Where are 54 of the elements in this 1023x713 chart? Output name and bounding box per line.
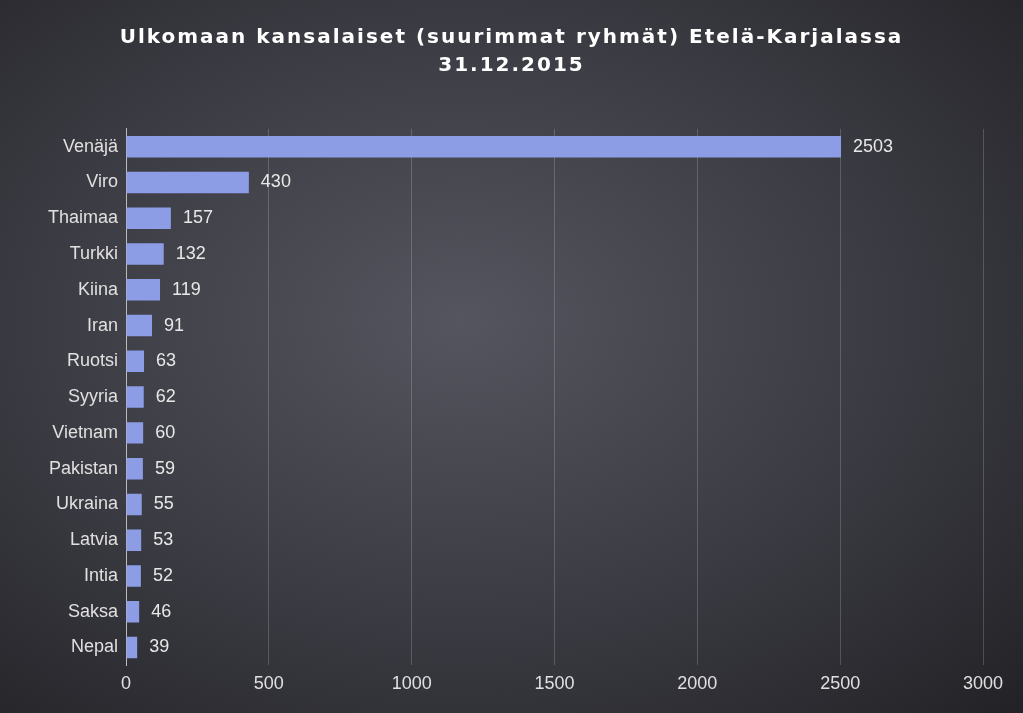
- data-label: 53: [153, 529, 174, 550]
- data-label: 46: [151, 600, 172, 621]
- x-tick-label: 3000: [962, 673, 1004, 694]
- x-tick-label: 0: [121, 673, 132, 694]
- data-label: 430: [260, 171, 291, 192]
- y-tick-label: Intia: [84, 564, 120, 585]
- x-tick-label: 2000: [677, 673, 718, 694]
- bar: [126, 565, 141, 587]
- y-tick-label: Ukraina: [56, 493, 120, 514]
- y-tick-label: Saksa: [68, 600, 120, 621]
- data-label: 132: [175, 242, 206, 263]
- chart-title: Ulkomaan kansalaiset (suurimmat ryhmät) Etelä-Karjalassa: [118, 23, 905, 50]
- data-label: 52: [152, 564, 173, 585]
- y-tick-label: Ruotsi: [67, 350, 119, 371]
- bar: [126, 171, 249, 194]
- x-tick-label: 1500: [534, 673, 575, 694]
- x-tick-label: 2500: [820, 673, 861, 694]
- data-label: 2503: [853, 135, 894, 156]
- y-tick-label: Nepal: [71, 636, 119, 657]
- data-label: 59: [154, 457, 175, 478]
- bar: [126, 422, 144, 444]
- bar: [126, 601, 140, 623]
- bar: [126, 386, 144, 408]
- data-label: 60: [155, 421, 176, 442]
- bar: [126, 207, 171, 229]
- data-label: 157: [182, 207, 213, 228]
- bar: [126, 135, 842, 158]
- y-tick-label: Viro: [86, 171, 119, 192]
- y-tick-label: Syyria: [68, 386, 120, 407]
- data-label: 62: [155, 386, 176, 407]
- bar: [126, 243, 164, 265]
- chart-subtitle: 31.12.2015: [437, 51, 586, 78]
- bar: [126, 493, 142, 516]
- bar: [126, 279, 161, 301]
- y-tick-label: Venäjä: [62, 135, 120, 156]
- x-tick-label: 500: [253, 673, 284, 694]
- y-tick-label: Pakistan: [48, 457, 119, 478]
- x-tick-label: 1000: [391, 673, 432, 694]
- y-tick-label: Turkki: [69, 242, 119, 263]
- y-tick-label: Iran: [87, 314, 119, 335]
- bar: [126, 636, 138, 659]
- data-label: 55: [153, 493, 174, 514]
- bar: [126, 314, 153, 337]
- data-label: 39: [149, 636, 170, 657]
- data-label: 63: [156, 350, 177, 371]
- data-label: 119: [172, 278, 201, 299]
- bar: [126, 457, 143, 480]
- y-tick-label: Kiina: [78, 278, 120, 299]
- bar: [126, 529, 142, 551]
- bar: [126, 350, 145, 373]
- y-tick-label: Latvia: [69, 529, 120, 550]
- y-tick-label: Thaimaa: [48, 207, 120, 228]
- data-label: 91: [164, 314, 185, 335]
- y-tick-label: Vietnam: [52, 421, 119, 442]
